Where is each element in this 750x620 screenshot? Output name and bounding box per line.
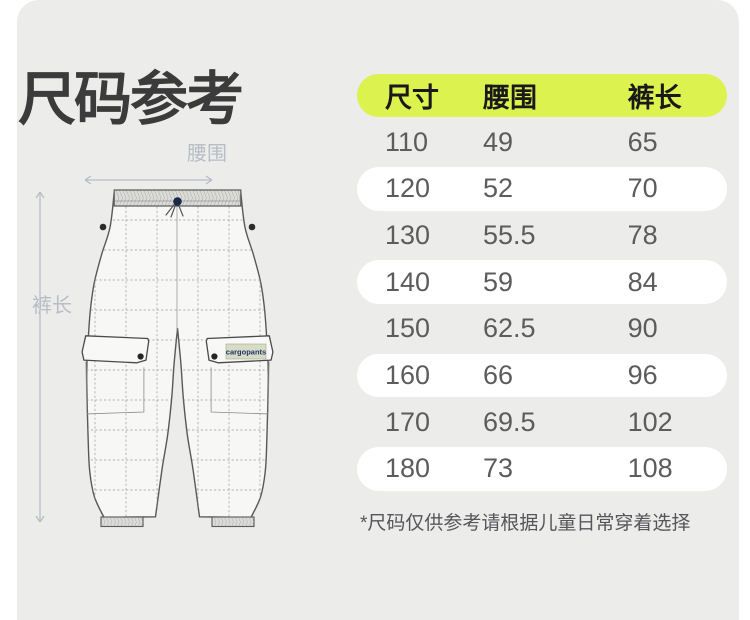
svg-text:腰围: 腰围 <box>187 143 227 165</box>
svg-text:裤长: 裤长 <box>32 294 72 317</box>
svg-text:cargopants: cargopants <box>226 348 266 357</box>
